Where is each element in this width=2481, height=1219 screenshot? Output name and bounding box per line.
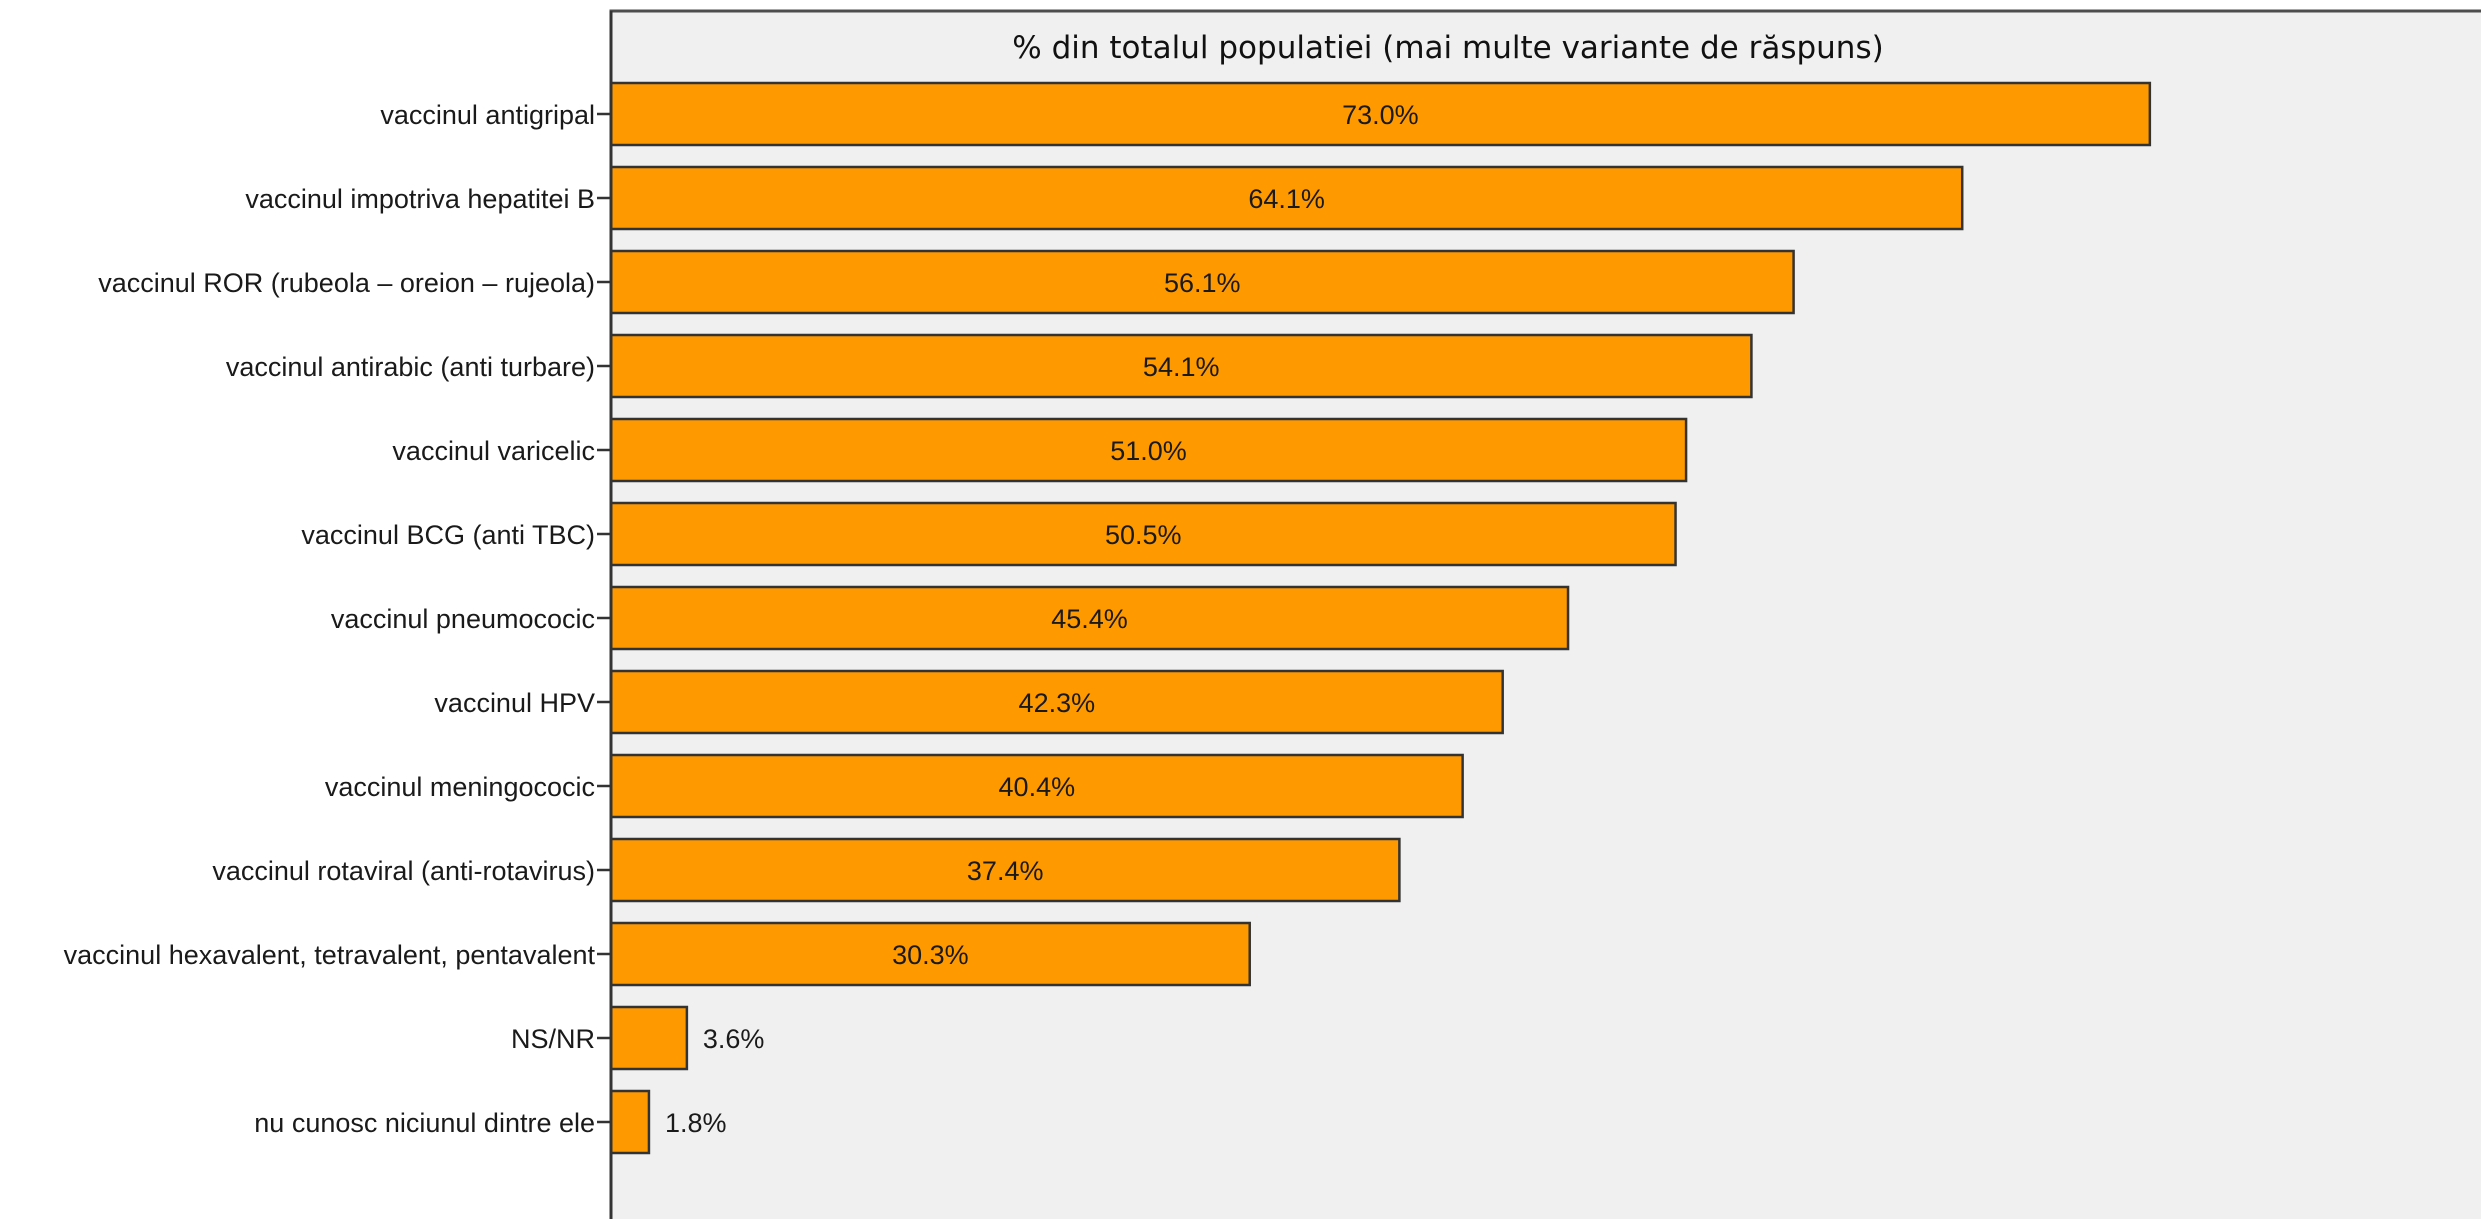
- category-label-5: vaccinul BCG (anti TBC): [301, 520, 595, 550]
- category-label-4: vaccinul varicelic: [392, 436, 595, 466]
- value-label-3: 54.1%: [1143, 352, 1220, 382]
- category-label-1: vaccinul impotriva hepatitei B: [245, 184, 595, 214]
- category-label-7: vaccinul HPV: [434, 688, 595, 718]
- category-label-2: vaccinul ROR (rubeola – oreion – rujeola…: [98, 268, 595, 298]
- bar-10: [609, 921, 1251, 987]
- category-label-9: vaccinul rotaviral (anti-rotavirus): [212, 856, 595, 886]
- bar-12: [609, 1089, 651, 1155]
- bar-11: [609, 1005, 689, 1071]
- value-label-7: 42.3%: [1019, 688, 1096, 718]
- value-label-6: 45.4%: [1051, 604, 1128, 634]
- category-label-0: vaccinul antigripal: [380, 100, 595, 130]
- bar-8: [609, 753, 1464, 819]
- value-label-1: 64.1%: [1248, 184, 1325, 214]
- bar-0: [609, 81, 2152, 147]
- value-label-4: 51.0%: [1110, 436, 1187, 466]
- value-label-5: 50.5%: [1105, 520, 1182, 550]
- bar-7: [609, 669, 1504, 735]
- category-label-8: vaccinul meningococic: [325, 772, 595, 802]
- value-label-12: 1.8%: [665, 1108, 727, 1138]
- value-label-9: 37.4%: [967, 856, 1044, 886]
- value-label-10: 30.3%: [892, 940, 969, 970]
- chart-title: % din totalul populatiei (mai multe vari…: [1012, 30, 1883, 66]
- bar-9: [609, 837, 1401, 903]
- category-label-3: vaccinul antirabic (anti turbare): [226, 352, 595, 382]
- category-label-6: vaccinul pneumococic: [331, 604, 595, 634]
- category-label-11: NS/NR: [511, 1024, 595, 1054]
- bar-6: [609, 585, 1570, 651]
- value-label-11: 3.6%: [703, 1024, 765, 1054]
- value-label-2: 56.1%: [1164, 268, 1241, 298]
- category-label-12: nu cunosc niciunul dintre ele: [254, 1108, 595, 1138]
- bar-5: [609, 501, 1677, 567]
- bars-group: vaccinul antigripal 73.0% vaccinul impotri…: [64, 81, 2152, 1155]
- value-label-8: 40.4%: [999, 772, 1076, 802]
- category-label-10: vaccinul hexavalent, tetravalent, pentav…: [64, 940, 596, 970]
- value-label-0: 73.0%: [1342, 100, 1419, 130]
- bar-2: [609, 249, 1795, 315]
